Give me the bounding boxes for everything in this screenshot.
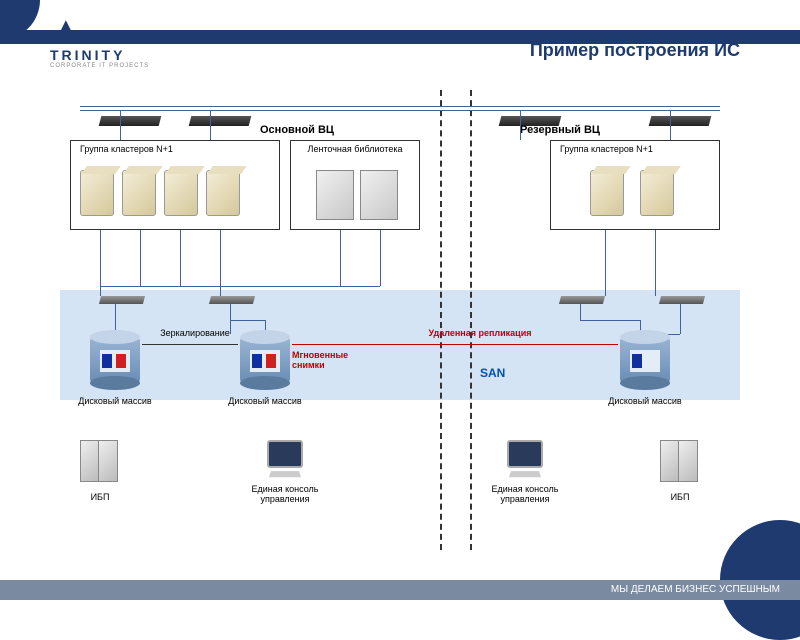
ups-label: ИБП (80, 492, 120, 502)
connector (520, 110, 521, 140)
main-dc-label: Основной ВЦ (260, 124, 334, 136)
connector (340, 230, 341, 286)
san-switch-icon (559, 296, 605, 304)
footer-text: МЫ ДЕЛАЕМ БИЗНЕС УСПЕШНЫМ (611, 584, 780, 595)
connector (230, 320, 265, 321)
network-diagram: Основной ВЦ Резервный ВЦ Группа кластеро… (60, 100, 740, 540)
disk-label: Дисковый массив (220, 396, 310, 406)
page-title: Пример построения ИС (530, 40, 740, 61)
replication-label: Удаленная репликация (410, 328, 550, 338)
switch-icon (649, 116, 712, 126)
console-label: Единая консоль управления (480, 484, 570, 504)
connector (180, 230, 181, 286)
logo-icon: ▲ (50, 10, 149, 47)
tape-label: Ленточная библиотека (295, 144, 415, 154)
disk-array-icon (90, 330, 140, 388)
disk-label: Дисковый массив (600, 396, 690, 406)
replication-arrow (292, 344, 618, 345)
connector (100, 286, 380, 287)
logo-text: TRINITY (50, 47, 149, 63)
ups-icon (80, 440, 130, 490)
backup-dc-label: Резервный ВЦ (520, 124, 600, 136)
connector (580, 320, 640, 321)
server-icon (80, 170, 114, 216)
switch-icon (189, 116, 252, 126)
connector (120, 110, 121, 140)
tape-library-icon (316, 170, 354, 220)
connector (605, 230, 606, 296)
connector (210, 110, 211, 140)
tape-library-icon (360, 170, 398, 220)
mirroring-label: Зеркалирование (155, 328, 235, 338)
footer: МЫ ДЕЛАЕМ БИЗНЕС УСПЕШНЫМ (0, 580, 800, 600)
snapshots-label: Мгновенные снимки (292, 350, 382, 370)
connector (655, 230, 656, 296)
console-icon (500, 440, 550, 490)
san-label: SAN (480, 366, 505, 380)
server-icon (206, 170, 240, 216)
divider-line (470, 90, 472, 550)
server-icon (590, 170, 624, 216)
connector (670, 110, 671, 140)
logo-subtitle: CORPORATE IT PROJECTS (50, 63, 149, 69)
server-icon (164, 170, 198, 216)
san-switch-icon (659, 296, 705, 304)
cluster-label: Группа кластеров N+1 (560, 144, 710, 154)
console-icon (260, 440, 310, 490)
connector (380, 230, 381, 286)
mirror-arrow (142, 344, 238, 345)
server-icon (122, 170, 156, 216)
connector (580, 304, 581, 320)
connector (680, 304, 681, 334)
cluster-label: Группа кластеров N+1 (80, 144, 260, 154)
server-icon (640, 170, 674, 216)
divider-line (440, 90, 442, 550)
network-bus (80, 106, 720, 107)
san-switch-icon (209, 296, 255, 304)
disk-array-icon (620, 330, 670, 388)
switch-icon (99, 116, 162, 126)
connector (140, 230, 141, 286)
network-bus (80, 110, 720, 111)
ups-icon (660, 440, 710, 490)
disk-label: Дисковый массив (70, 396, 160, 406)
logo: ▲ TRINITY CORPORATE IT PROJECTS (50, 10, 149, 69)
ups-label: ИБП (660, 492, 700, 502)
console-label: Единая консоль управления (240, 484, 330, 504)
disk-array-icon (240, 330, 290, 388)
san-switch-icon (99, 296, 145, 304)
